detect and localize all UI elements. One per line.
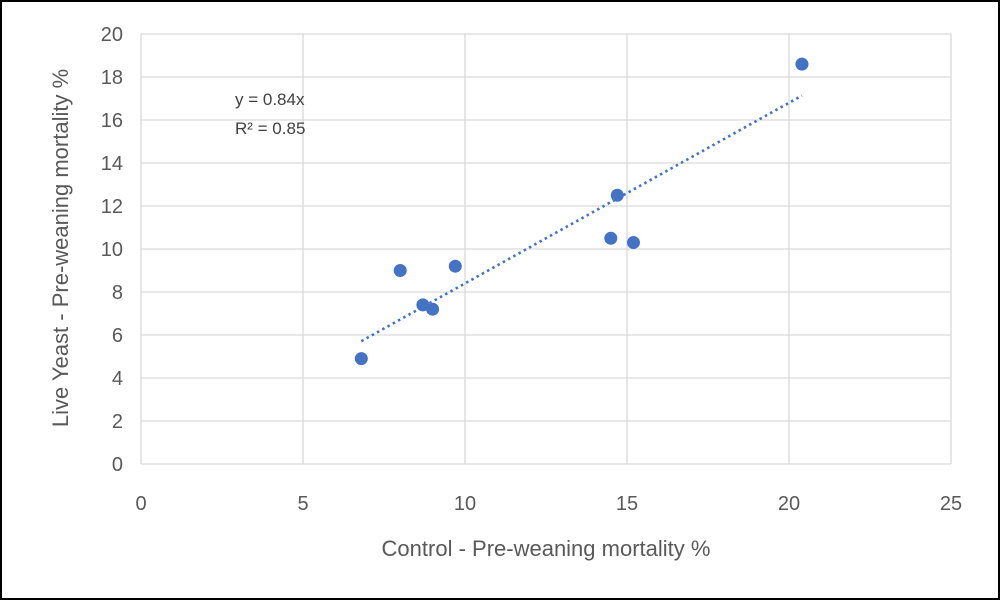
data-point xyxy=(604,231,618,245)
y-tick-label: 20 xyxy=(101,24,123,46)
data-point xyxy=(626,236,640,250)
y-tick-label: 12 xyxy=(101,196,123,218)
y-tick-label: 18 xyxy=(101,67,123,89)
y-tick-label: 14 xyxy=(101,153,123,175)
data-point xyxy=(426,302,440,316)
data-point xyxy=(448,259,462,273)
trendline-group xyxy=(360,94,803,343)
y-tick-labels: 0 2 4 6 8 10 12 14 16 18 20 xyxy=(101,24,123,476)
trendline xyxy=(360,94,803,343)
y-tick-label: 8 xyxy=(112,282,123,304)
x-tick-labels: 0 5 10 15 20 25 xyxy=(135,493,962,515)
y-tick-label: 6 xyxy=(112,325,123,347)
trendline-equation: y = 0.84x xyxy=(235,90,305,109)
data-points xyxy=(354,57,809,366)
y-tick-label: 16 xyxy=(101,110,123,132)
y-tick-label: 0 xyxy=(112,454,123,476)
x-tick-label: 0 xyxy=(135,493,146,515)
data-point xyxy=(393,264,407,277)
y-tick-label: 2 xyxy=(112,411,123,433)
y-tick-label: 4 xyxy=(112,368,123,390)
data-point xyxy=(610,188,624,202)
data-point xyxy=(354,352,368,366)
grid xyxy=(140,33,952,465)
x-tick-label: 10 xyxy=(454,493,476,515)
x-tick-label: 20 xyxy=(778,493,800,515)
y-axis-title: Live Yeast - Pre-weaning mortality % xyxy=(48,69,73,427)
x-tick-label: 5 xyxy=(297,493,308,515)
x-axis-title: Control - Pre-weaning mortality % xyxy=(382,536,711,561)
r-squared-label: R² = 0.85 xyxy=(235,119,305,138)
data-point xyxy=(795,57,809,71)
y-tick-label: 10 xyxy=(101,239,123,261)
x-tick-label: 25 xyxy=(940,493,962,515)
x-tick-label: 15 xyxy=(616,493,638,515)
data-point xyxy=(416,298,430,312)
